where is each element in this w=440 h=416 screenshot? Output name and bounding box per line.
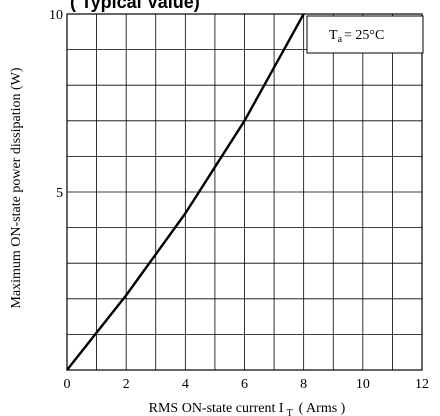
x-axis-label: RMS ON-state current I T ( Arms ) (149, 401, 346, 416)
chart-grid (67, 14, 422, 370)
series-line (66, 13, 305, 371)
y-tick-label: 5 (56, 186, 63, 201)
x-tick-label: 4 (182, 377, 189, 392)
annotation-box (306, 15, 424, 54)
series-group (66, 13, 305, 371)
x-tick-label: 10 (356, 377, 370, 392)
chart-title: ( Typical Value) (70, 0, 200, 12)
x-tick-label: 6 (241, 377, 248, 392)
x-axis-label-main: RMS ON-state current I (149, 401, 284, 416)
annotation-sub: a (338, 34, 343, 45)
x-tick-label: 2 (123, 377, 130, 392)
x-tick-label: 8 (300, 377, 307, 392)
x-axis-label-unit: ( Arms ) (299, 401, 346, 416)
plot-frame (66, 13, 423, 371)
annotation-value: = 25°C (344, 28, 384, 43)
y-axis-ticks: 5 10 (49, 8, 63, 201)
svg-text:Ta= 25°C: Ta = 25°C (329, 28, 384, 45)
condition-annotation: Ta = 25°C (306, 15, 424, 54)
y-tick-label: 10 (49, 8, 63, 23)
x-axis-ticks: 0 2 4 6 8 10 12 (64, 377, 430, 392)
annotation-label: T (329, 28, 338, 43)
x-tick-label: 0 (64, 377, 71, 392)
y-axis-label: Maximum ON-state power dissipation (W) (9, 67, 24, 308)
x-tick-label: 12 (415, 377, 429, 392)
x-axis-label-sub: T (287, 408, 293, 416)
